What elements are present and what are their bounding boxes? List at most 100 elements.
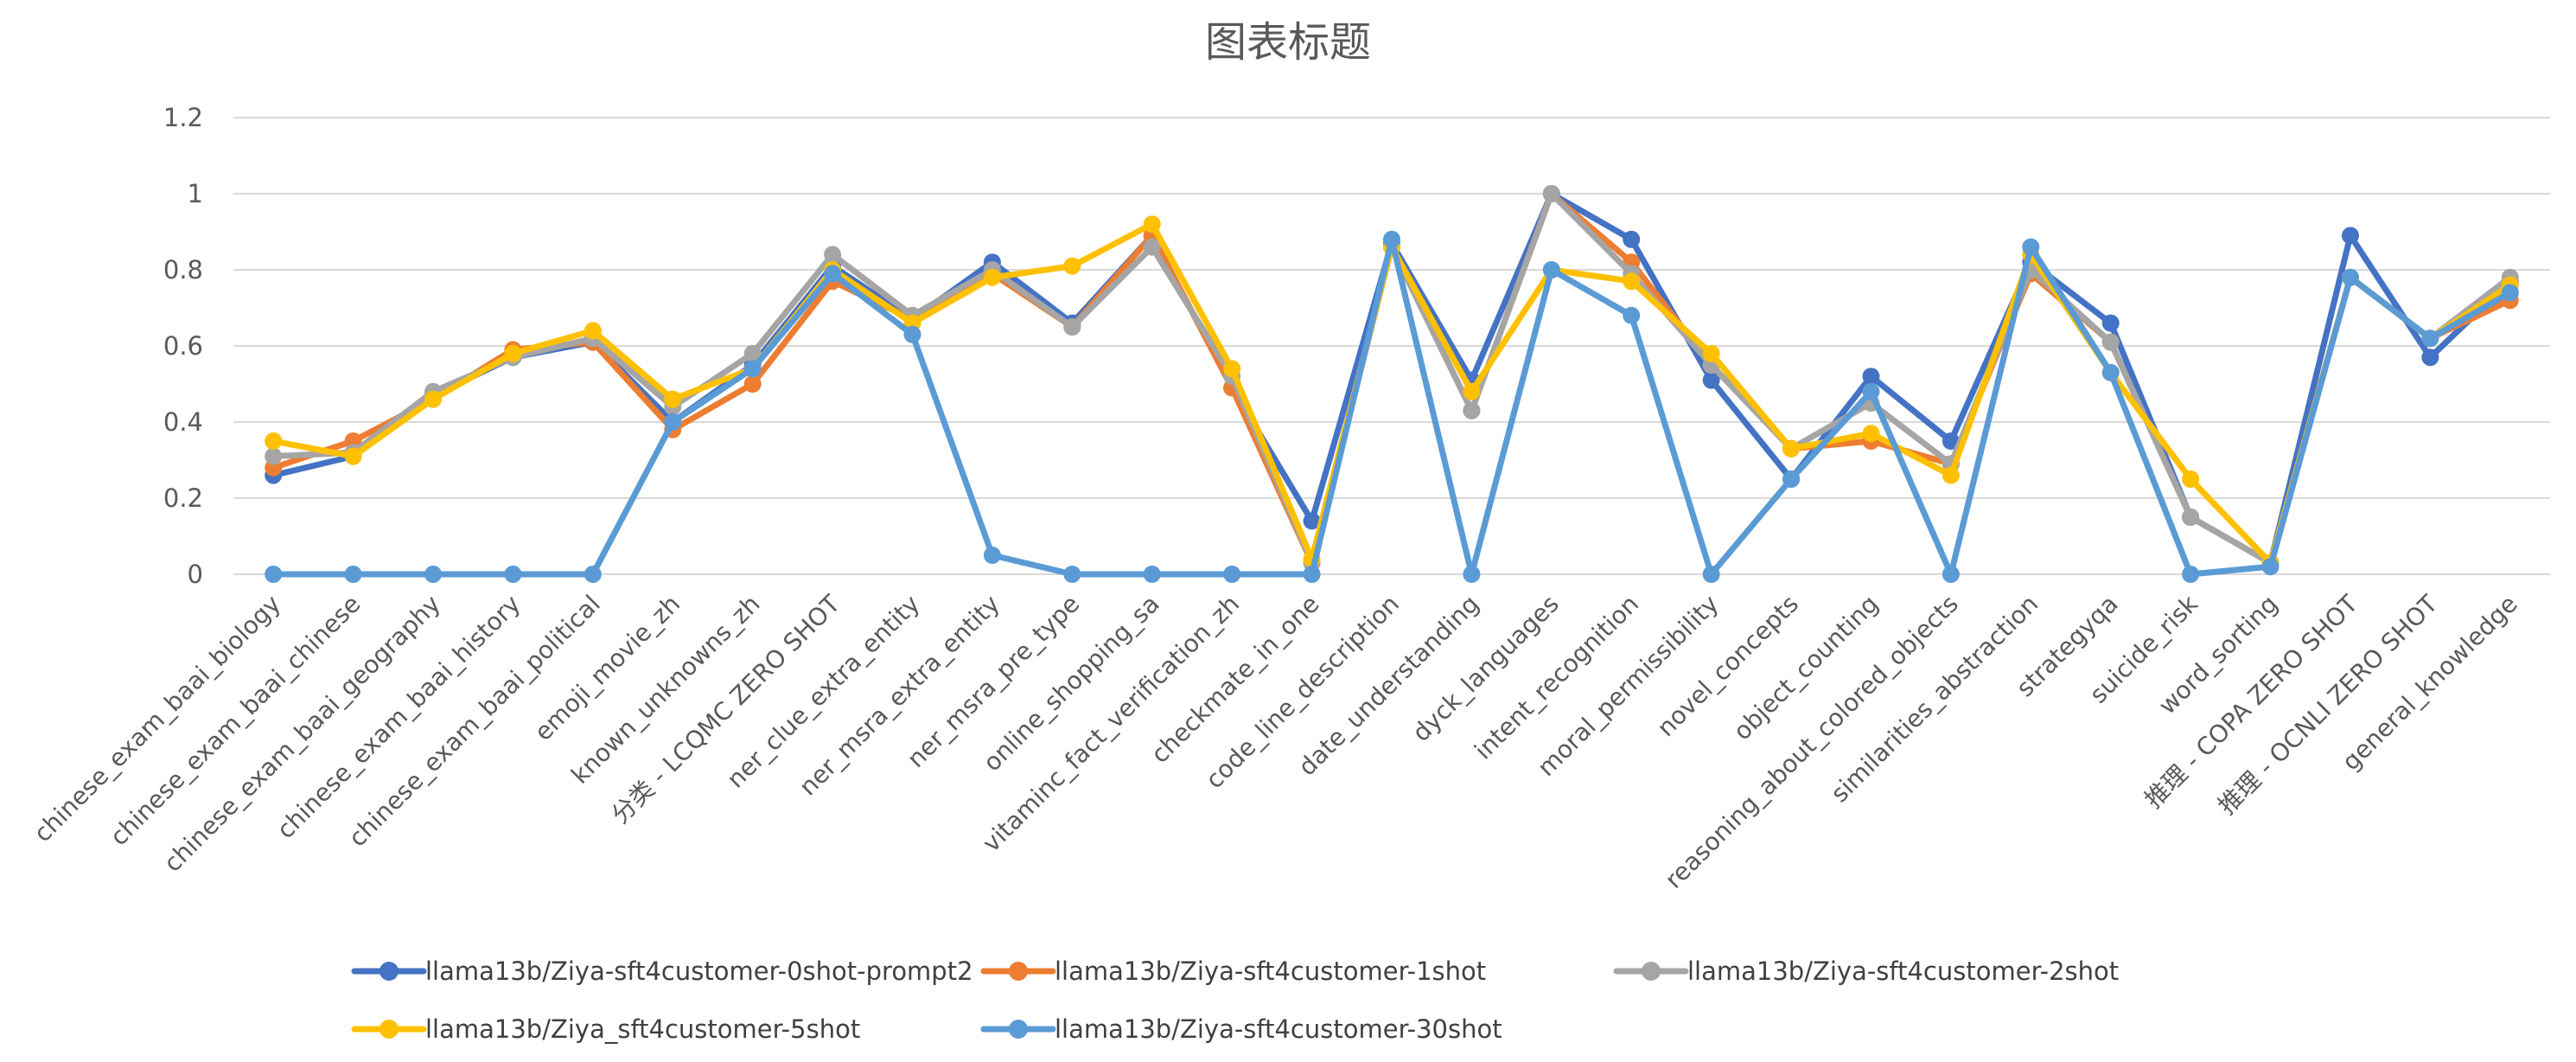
data-point xyxy=(1623,306,1641,324)
data-point xyxy=(2421,329,2439,348)
data-point xyxy=(2182,470,2200,488)
data-point xyxy=(1463,382,1481,400)
data-point xyxy=(1702,371,1720,389)
series-4 xyxy=(265,215,2519,572)
data-point xyxy=(2101,314,2120,332)
legend-label: llama13b/Ziya-sft4customer-1shot xyxy=(1055,956,1486,986)
data-point xyxy=(824,246,842,264)
y-tick-label: 1.2 xyxy=(163,103,203,132)
data-point xyxy=(1623,272,1641,291)
legend-item: llama13b/Ziya-sft4customer-30shot xyxy=(980,1014,1502,1044)
y-axis-ticks: 0 0.2 0.4 0.6 0.8 1 1.2 xyxy=(163,103,203,589)
series-line xyxy=(270,236,2514,578)
data-point xyxy=(1782,470,1801,488)
series-5 xyxy=(265,230,2519,583)
data-point xyxy=(1862,425,1880,443)
data-point xyxy=(1223,566,1241,583)
data-point xyxy=(2022,238,2040,256)
data-point xyxy=(344,566,362,583)
data-point xyxy=(504,566,522,583)
data-point xyxy=(2101,363,2120,381)
data-point xyxy=(424,566,443,583)
legend-swatch-marker xyxy=(1009,1020,1028,1039)
y-tick-label: 0.8 xyxy=(163,255,203,285)
series-line xyxy=(270,221,2514,566)
legend-item: llama13b/Ziya-sft4customer-2shot xyxy=(1613,956,2119,986)
x-tick-label: reasoning_about_colored_objects xyxy=(1660,590,1964,894)
data-point xyxy=(743,344,762,362)
data-point xyxy=(1542,185,1560,202)
legend-swatch-marker xyxy=(379,1020,399,1039)
legend: llama13b/Ziya-sft4customer-0shot-prompt2… xyxy=(351,956,2119,1044)
data-point xyxy=(1942,566,1960,583)
gridlines xyxy=(233,117,2550,575)
data-point xyxy=(344,447,362,465)
data-point xyxy=(1862,368,1880,386)
data-point xyxy=(1063,318,1081,336)
data-point xyxy=(1303,512,1321,530)
data-point xyxy=(424,390,443,408)
y-tick-label: 0 xyxy=(188,560,203,589)
y-tick-label: 0.6 xyxy=(163,331,203,361)
data-point xyxy=(2421,349,2439,367)
x-tick-label: object_counting xyxy=(1728,590,1884,746)
data-point xyxy=(664,390,682,408)
y-tick-label: 0.4 xyxy=(163,407,203,437)
data-point xyxy=(1063,257,1081,275)
x-tick-label: dyck_languages xyxy=(1406,590,1564,747)
data-point xyxy=(2501,284,2519,302)
legend-label: llama13b/Ziya-sft4customer-0shot-prompt2 xyxy=(425,956,973,986)
legend-swatch-marker xyxy=(1642,962,1661,981)
data-point xyxy=(1942,432,1960,450)
data-point xyxy=(1942,466,1960,484)
y-tick-label: 1 xyxy=(188,179,203,208)
data-point xyxy=(265,432,283,450)
x-tick-label: novel_concepts xyxy=(1651,590,1804,743)
data-point xyxy=(1463,566,1481,583)
data-point xyxy=(824,265,842,283)
data-point xyxy=(1223,360,1241,378)
legend-item: llama13b/Ziya-sft4customer-1shot xyxy=(980,956,1486,986)
data-point xyxy=(1702,566,1720,583)
data-point xyxy=(2341,227,2359,245)
legend-item: llama13b/Ziya_sft4customer-5shot xyxy=(351,1014,860,1044)
data-point xyxy=(1862,382,1880,400)
data-point xyxy=(1143,566,1161,583)
data-point xyxy=(743,360,762,378)
legend-label: llama13b/Ziya_sft4customer-5shot xyxy=(425,1014,860,1044)
data-point xyxy=(2341,268,2359,286)
legend-label: llama13b/Ziya-sft4customer-30shot xyxy=(1055,1014,1502,1044)
data-point xyxy=(1063,566,1081,583)
data-point xyxy=(1303,566,1321,583)
data-point xyxy=(743,375,762,393)
legend-swatch-marker xyxy=(1009,962,1028,981)
data-point xyxy=(1702,344,1720,362)
legend-swatch-marker xyxy=(379,962,399,981)
data-point xyxy=(1542,261,1560,278)
y-tick-label: 0.2 xyxy=(163,483,203,513)
data-point xyxy=(983,547,1001,564)
data-point xyxy=(2182,566,2200,583)
data-point xyxy=(2261,558,2280,576)
data-point xyxy=(504,344,522,362)
x-axis-ticks: chinese_exam_baai_biologychinese_exam_ba… xyxy=(29,589,2523,894)
data-point xyxy=(583,322,602,340)
data-point xyxy=(1463,401,1481,419)
data-point xyxy=(1143,215,1161,234)
data-point xyxy=(664,413,682,431)
data-point xyxy=(583,566,602,583)
data-point xyxy=(983,268,1001,286)
legend-item: llama13b/Ziya-sft4customer-0shot-prompt2 xyxy=(351,956,973,986)
data-point xyxy=(903,325,921,343)
series-lines xyxy=(265,185,2519,583)
data-point xyxy=(265,447,283,465)
data-point xyxy=(1383,230,1400,248)
data-point xyxy=(2182,509,2200,526)
data-point xyxy=(265,566,283,583)
x-tick-label: emoji_movie_zh xyxy=(529,590,685,746)
data-point xyxy=(1623,230,1641,248)
legend-label: llama13b/Ziya-sft4customer-2shot xyxy=(1687,956,2119,986)
data-point xyxy=(1782,439,1801,457)
chart-title: 图表标题 xyxy=(1205,18,1371,67)
data-point xyxy=(2101,333,2120,351)
